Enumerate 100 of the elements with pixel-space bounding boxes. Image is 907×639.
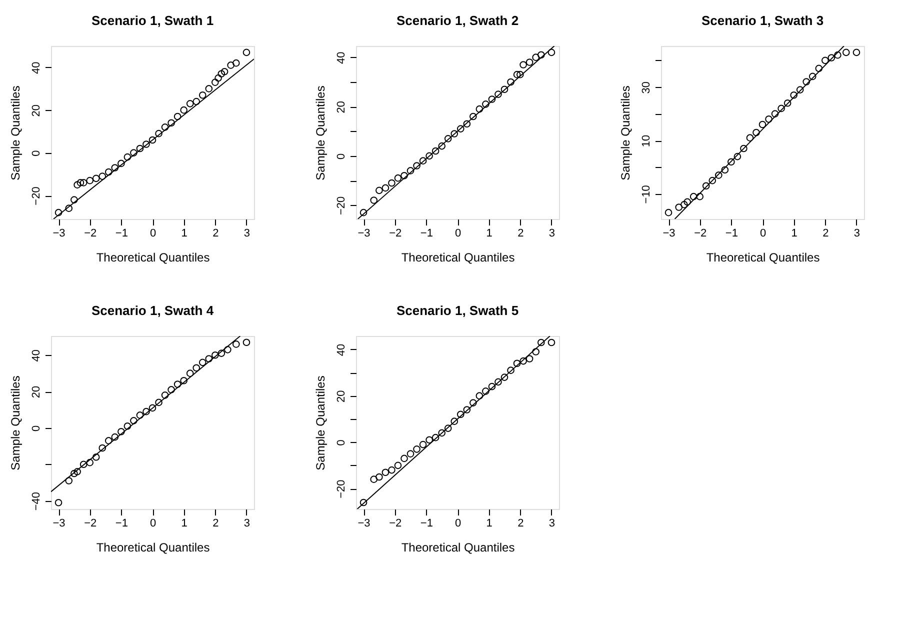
y-tick-label: −10 bbox=[640, 185, 652, 204]
point bbox=[388, 466, 396, 474]
point bbox=[74, 468, 81, 476]
point bbox=[155, 130, 162, 138]
point bbox=[438, 429, 446, 437]
x-tick-label: 0 bbox=[760, 228, 766, 240]
y-tick-label: 10 bbox=[640, 134, 652, 148]
point bbox=[684, 198, 691, 206]
chart-title: Scenario 1, Swath 5 bbox=[396, 303, 519, 318]
point bbox=[513, 70, 521, 78]
point bbox=[86, 458, 94, 466]
point bbox=[74, 181, 81, 188]
y-tick-label: 40 bbox=[30, 349, 42, 362]
point bbox=[168, 386, 175, 394]
point bbox=[227, 62, 234, 69]
y-tick-label: 40 bbox=[336, 344, 348, 356]
point bbox=[211, 351, 219, 359]
point bbox=[174, 112, 182, 120]
point bbox=[70, 470, 78, 478]
point bbox=[205, 355, 213, 362]
x-tick-label: −1 bbox=[115, 228, 128, 240]
point bbox=[520, 61, 527, 68]
x-tick-label: 2 bbox=[212, 228, 219, 240]
y-tick-label: 40 bbox=[30, 62, 42, 74]
point bbox=[218, 70, 226, 78]
y-tick-label: 40 bbox=[336, 52, 348, 64]
point bbox=[192, 98, 200, 106]
point bbox=[370, 196, 378, 204]
x-tick-label: −3 bbox=[662, 228, 676, 240]
point bbox=[758, 120, 766, 128]
x-tick-label: −1 bbox=[420, 228, 433, 240]
point bbox=[690, 192, 698, 200]
point bbox=[211, 78, 219, 86]
chart-title: Scenario 1, Swath 3 bbox=[701, 13, 824, 28]
x-tick-label: −1 bbox=[420, 518, 433, 530]
point bbox=[136, 412, 144, 419]
point bbox=[456, 125, 464, 132]
point bbox=[205, 85, 213, 92]
x-tick-label: 1 bbox=[486, 228, 492, 240]
x-axis-title: Theoretical Quantiles bbox=[401, 540, 515, 554]
point bbox=[118, 160, 125, 168]
y-axis-title: Sample Quantiles bbox=[618, 86, 632, 180]
point bbox=[406, 450, 414, 458]
point bbox=[796, 86, 804, 94]
point bbox=[400, 172, 408, 180]
point bbox=[432, 147, 440, 155]
x-tick-label: −1 bbox=[725, 228, 738, 240]
point bbox=[834, 51, 842, 59]
point bbox=[532, 348, 540, 356]
point bbox=[406, 167, 414, 174]
point bbox=[513, 360, 521, 368]
point bbox=[218, 350, 226, 357]
point bbox=[463, 406, 471, 414]
point bbox=[104, 437, 112, 444]
point bbox=[242, 48, 250, 56]
point bbox=[456, 410, 464, 418]
point bbox=[198, 91, 206, 99]
y-tick-label: 30 bbox=[640, 81, 652, 94]
point bbox=[476, 105, 484, 113]
point bbox=[70, 196, 78, 204]
x-tick-label: 2 bbox=[518, 518, 524, 530]
point bbox=[124, 422, 132, 430]
point bbox=[376, 473, 383, 481]
point bbox=[438, 142, 446, 150]
point bbox=[526, 355, 534, 362]
y-axis-title: Sample Quantiles bbox=[314, 376, 328, 470]
point bbox=[65, 204, 73, 212]
point bbox=[192, 364, 200, 372]
point bbox=[790, 91, 798, 99]
point bbox=[476, 392, 484, 400]
point bbox=[136, 144, 144, 152]
point bbox=[198, 358, 206, 366]
y-tick-label: −20 bbox=[336, 480, 348, 498]
x-tick-label: −2 bbox=[389, 518, 402, 530]
point bbox=[450, 130, 458, 138]
point bbox=[86, 176, 94, 184]
point bbox=[54, 498, 62, 506]
point bbox=[708, 176, 716, 184]
x-tick-label: −2 bbox=[84, 518, 97, 530]
point bbox=[360, 498, 368, 506]
point bbox=[65, 477, 73, 484]
point bbox=[413, 162, 420, 170]
point bbox=[721, 166, 729, 174]
point bbox=[413, 446, 420, 453]
point bbox=[842, 48, 850, 56]
x-axis-title: Theoretical Quantiles bbox=[401, 250, 515, 264]
point bbox=[702, 182, 710, 190]
point bbox=[802, 78, 810, 86]
point bbox=[734, 152, 742, 160]
y-tick-label: 20 bbox=[336, 390, 348, 402]
x-tick-label: 2 bbox=[518, 228, 524, 240]
point bbox=[111, 164, 119, 172]
point bbox=[784, 99, 792, 107]
point bbox=[80, 179, 88, 186]
x-tick-label: 3 bbox=[548, 518, 556, 530]
chart-title: Scenario 1, Swath 2 bbox=[396, 13, 519, 28]
y-tick-label: 0 bbox=[30, 150, 42, 156]
x-tick-label: 0 bbox=[454, 228, 462, 240]
y-axis-title: Sample Quantiles bbox=[8, 376, 22, 470]
point bbox=[104, 168, 112, 176]
